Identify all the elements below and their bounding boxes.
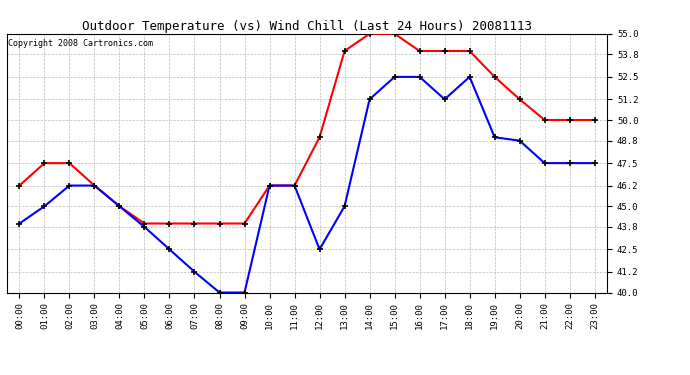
Title: Outdoor Temperature (vs) Wind Chill (Last 24 Hours) 20081113: Outdoor Temperature (vs) Wind Chill (Las… xyxy=(82,20,532,33)
Text: Copyright 2008 Cartronics.com: Copyright 2008 Cartronics.com xyxy=(8,39,153,48)
